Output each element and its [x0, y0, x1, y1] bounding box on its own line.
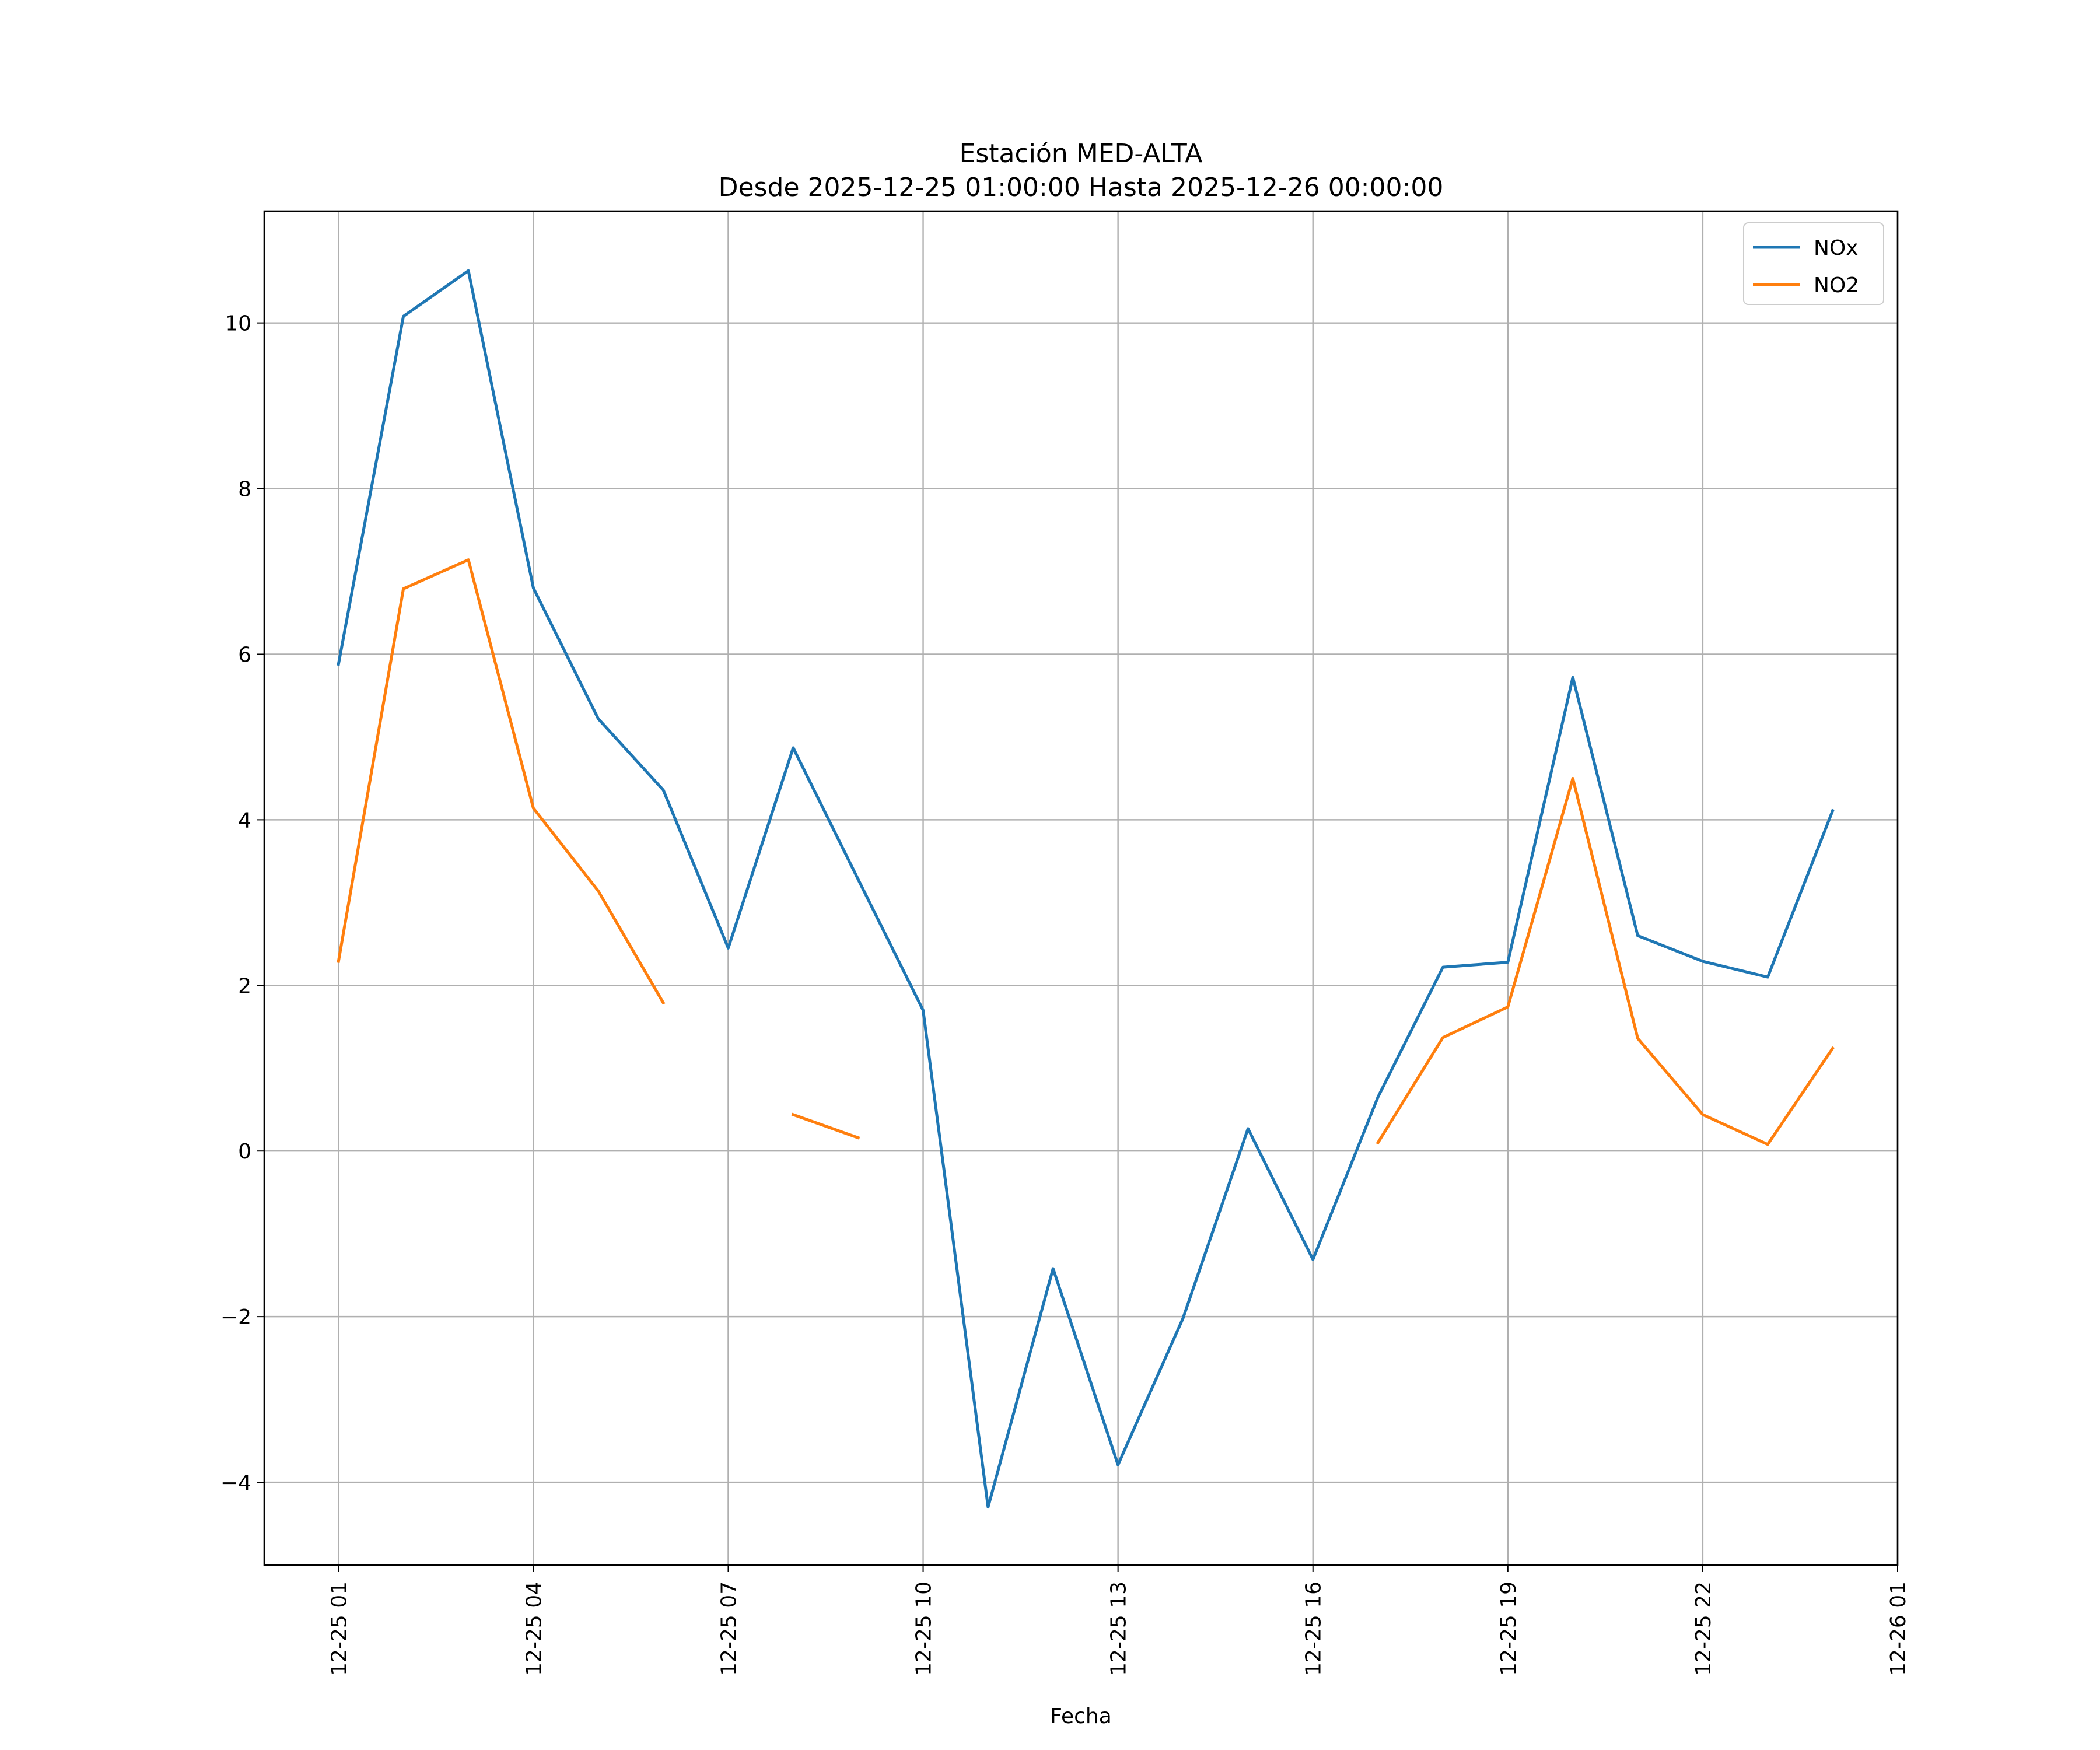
x-tick-label-7: 12-25 22	[1692, 1581, 1716, 1676]
y-tick-label-5: 6	[238, 643, 251, 667]
x-tick-label-6: 12-25 19	[1497, 1581, 1521, 1676]
legend-label-no2: NO2	[1814, 274, 1859, 298]
y-tick-label-3: 2	[238, 974, 251, 998]
x-tick-label-4: 12-25 13	[1107, 1581, 1131, 1676]
series-line-no2-segment-1	[791, 1112, 860, 1140]
plot-area: 12-25 01 12-25 04 12-25 07 12-25 10 12-25 13…	[220, 210, 1910, 1676]
y-tick-label-0: −4	[220, 1471, 251, 1495]
chart-title: Estación MED-ALTA	[960, 139, 1203, 169]
y-tick-label-4: 4	[238, 808, 251, 832]
series-line-no2-segment-0	[337, 558, 666, 1005]
chart-subtitle: Desde 2025-12-25 01:00:00 Hasta 2025-12-…	[719, 173, 1444, 202]
x-tick-label-2: 12-25 07	[717, 1581, 741, 1676]
axes-frame	[263, 210, 1899, 1566]
y-tick-label-7: 10	[225, 312, 251, 336]
y-tick-label-6: 8	[238, 478, 251, 502]
series-line-no2-segment-2	[1376, 776, 1835, 1146]
legend: NOx NO2	[1743, 222, 1884, 305]
x-tick-label-8: 12-26 01	[1887, 1581, 1910, 1676]
series-line-nox-segment-0	[337, 269, 1835, 1509]
y-tick-label-2: 0	[238, 1140, 251, 1164]
x-tick-label-1: 12-25 04	[522, 1581, 546, 1676]
x-tick-label-5: 12-25 16	[1302, 1581, 1326, 1676]
x-tick-label-3: 12-25 10	[912, 1581, 936, 1676]
legend-label-nox: NOx	[1814, 236, 1859, 260]
x-tick-label-0: 12-25 01	[327, 1581, 351, 1676]
x-axis-label: Fecha	[1050, 1704, 1112, 1728]
y-tick-label-1: −2	[220, 1306, 251, 1329]
